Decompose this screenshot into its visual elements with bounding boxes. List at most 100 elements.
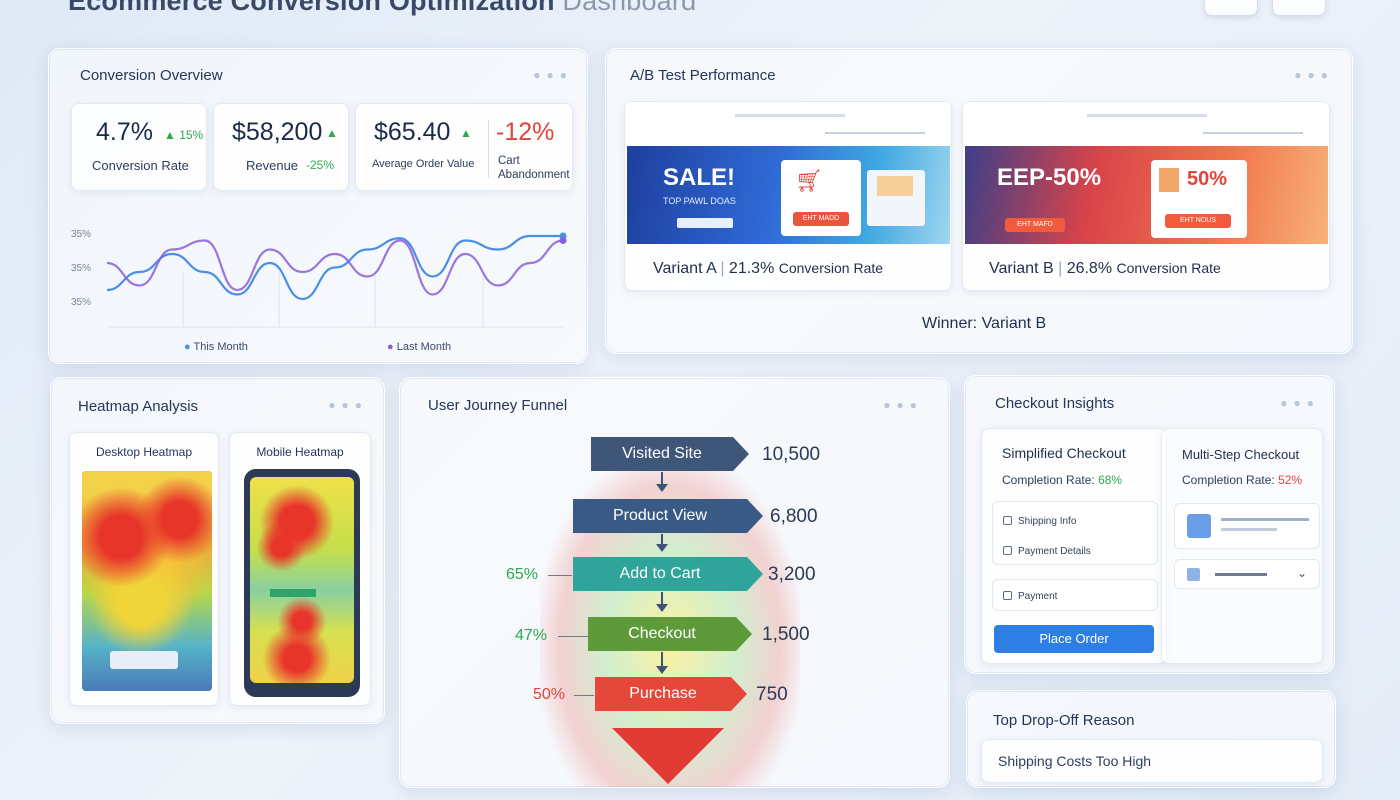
more-options-icon[interactable]: ●●● [1294,68,1334,82]
stage-checkout: Checkout [588,617,752,651]
form-section: Shipping Info Payment Details [992,501,1158,565]
panel-title: Checkout Insights [995,395,1115,412]
legend-this-month: ● This Month [184,341,248,353]
cta-button[interactable]: EHT MADD [793,212,849,226]
more-options-icon[interactable]: ●●● [533,68,573,82]
connector-arrow [656,534,668,552]
dropoff-reason: Shipping Costs Too High [998,753,1152,769]
desktop-heatmap-label: Desktop Heatmap [95,445,193,459]
kpi-value: $65.40 [374,118,451,146]
cta-button-2[interactable]: EHT NOUS [1165,214,1231,228]
form-icon [1003,516,1012,525]
mobile-heatmap-label: Mobile Heatmap [256,445,344,459]
form-icon [1003,546,1012,555]
shipping-info-row[interactable]: Shipping Info [1003,516,1076,527]
kpi-value: $58,200 [232,118,323,146]
variant-b-banner: EEP-50% EHT MAFD 50% EHT NOUS [965,146,1328,244]
variant-b-card: EEP-50% EHT MAFD 50% EHT NOUS Variant B … [962,101,1330,291]
card-icon [1187,514,1211,538]
product-mockup: 🛒︎ EHT MADD [781,160,861,236]
stage-visited-site: Visited Site [591,437,749,471]
checkout-insights-panel: Checkout Insights ●●● Simplified Checkou… [964,375,1335,674]
kpi-label: Revenue [246,158,299,173]
stage-pct: 47% [515,627,548,644]
variant-a-label: Variant A | 21.3% Conversion Rate [653,260,884,277]
conversion-line-chart: 35% 35% 35% [71,229,567,328]
y-tick-label: 35% [71,263,91,274]
kpi-value-cart: -12% [496,118,555,146]
kpi-revenue: $58,200 ▲ Revenue -25% [213,103,349,191]
connector-arrow [656,592,668,612]
stage-value: 3,200 [768,564,816,585]
connector-arrow [656,652,668,674]
series-line-this-month [106,234,563,301]
step-card [1174,503,1320,549]
simplified-rate: Completion Rate: 68% [1002,473,1123,487]
y-tick-label: 35% [71,229,91,240]
winner-label: Winner: Variant B [922,315,1047,332]
conversion-overview-panel: Conversion Overview ●●● 4.7% ▲ 15% Conve… [48,48,588,364]
banner-text: SALE! [663,164,735,191]
panel-title: Top Drop-Off Reason [993,712,1135,729]
series-line-last-month [106,239,564,296]
kpi-aov-cart: $65.40 ▲ Average Order Value -12% Cart A… [355,103,573,191]
multistep-title: Multi-Step Checkout [1182,447,1300,462]
variant-a-banner: SALE! TOP PAWL DOAS 🛒︎ EHT MADD [627,146,950,244]
product-mockup: 50% EHT NOUS [1151,160,1247,238]
cart-icon: 🛒︎ [795,168,823,193]
kpi-label: Average Order Value [372,158,475,170]
discount-text: 50% [1187,168,1228,190]
variant-a-card: SALE! TOP PAWL DOAS 🛒︎ EHT MADD Variant … [624,101,952,291]
chevron-down-icon: ⌄ [1296,566,1307,580]
kpi-conversion-rate: 4.7% ▲ 15% Conversion Rate [71,103,207,191]
step-dropdown[interactable]: ⌄ [1174,559,1320,589]
checkbox-icon [1187,568,1200,581]
variant-b-label: Variant B | 26.8% Conversion Rate [989,260,1221,277]
desktop-heatmap-card: Desktop Heatmap [69,432,219,706]
dropoff-reason-card: Shipping Costs Too High [981,739,1323,783]
stage-product-view: Product View [573,499,763,533]
stage-pct: 65% [506,566,539,583]
desktop-heatmap [82,471,212,691]
simplified-checkout-card: Simplified Checkout Completion Rate: 68%… [981,428,1167,664]
more-options-icon[interactable]: ●●● [1280,396,1320,410]
banner-text: EEP-50% [997,164,1102,191]
browser-bar [625,102,951,146]
simplified-title: Simplified Checkout [1002,445,1126,461]
stage-add-to-cart: Add to Cart [573,557,763,591]
multistep-rate: Completion Rate: 52% [1182,473,1303,487]
ab-test-panel: A/B Test Performance ●●● SALE! TOP PAWL … [605,48,1353,354]
cta-button[interactable]: EHT MAFD [1005,218,1065,232]
banner-sub: TOP PAWL DOAS [663,196,736,206]
menu-button[interactable] [1204,0,1258,16]
browser-bar [963,102,1329,146]
kpi-delta: ▲ [460,126,472,140]
kpi-value: 4.7% [96,118,153,146]
multistep-checkout-card: Multi-Step Checkout Completion Rate: 52%… [1161,428,1323,664]
kpi-label: Conversion Rate [92,158,189,173]
payment-row[interactable]: Payment [992,579,1158,611]
stage-value: 1,500 [762,624,810,645]
stage-pct: 50% [533,686,566,703]
stage-purchase: Purchase [595,677,747,711]
heatmap-panel: Heatmap Analysis ●●● Desktop Heatmap Mob… [50,377,385,724]
kpi-label-cart: Cart Abandonment [498,155,570,181]
panel-title: Heatmap Analysis [78,398,199,415]
panel-title: Conversion Overview [80,67,223,84]
funnel-tip [612,728,724,784]
legend-last-month: ● Last Month [387,341,452,353]
page-title: Ecommerce Conversion Optimization Dashbo… [68,0,697,16]
connector-arrow [656,472,668,492]
dropoff-panel: Top Drop-Off Reason Shipping Costs Too H… [966,690,1336,788]
more-options-icon[interactable]: ●●● [328,398,368,412]
payment-details-row[interactable]: Payment Details [1003,546,1091,557]
more-options-icon[interactable]: ●●● [883,398,923,412]
divider [488,120,489,178]
mobile-heatmap [244,469,360,697]
kpi-sub-delta: -25% [306,158,335,172]
place-order-button[interactable]: Place Order [994,625,1154,653]
apps-button[interactable] [1272,0,1326,16]
stage-value: 10,500 [762,444,821,465]
panel-title: A/B Test Performance [630,67,776,84]
kpi-delta: ▲ 15% [164,128,204,142]
